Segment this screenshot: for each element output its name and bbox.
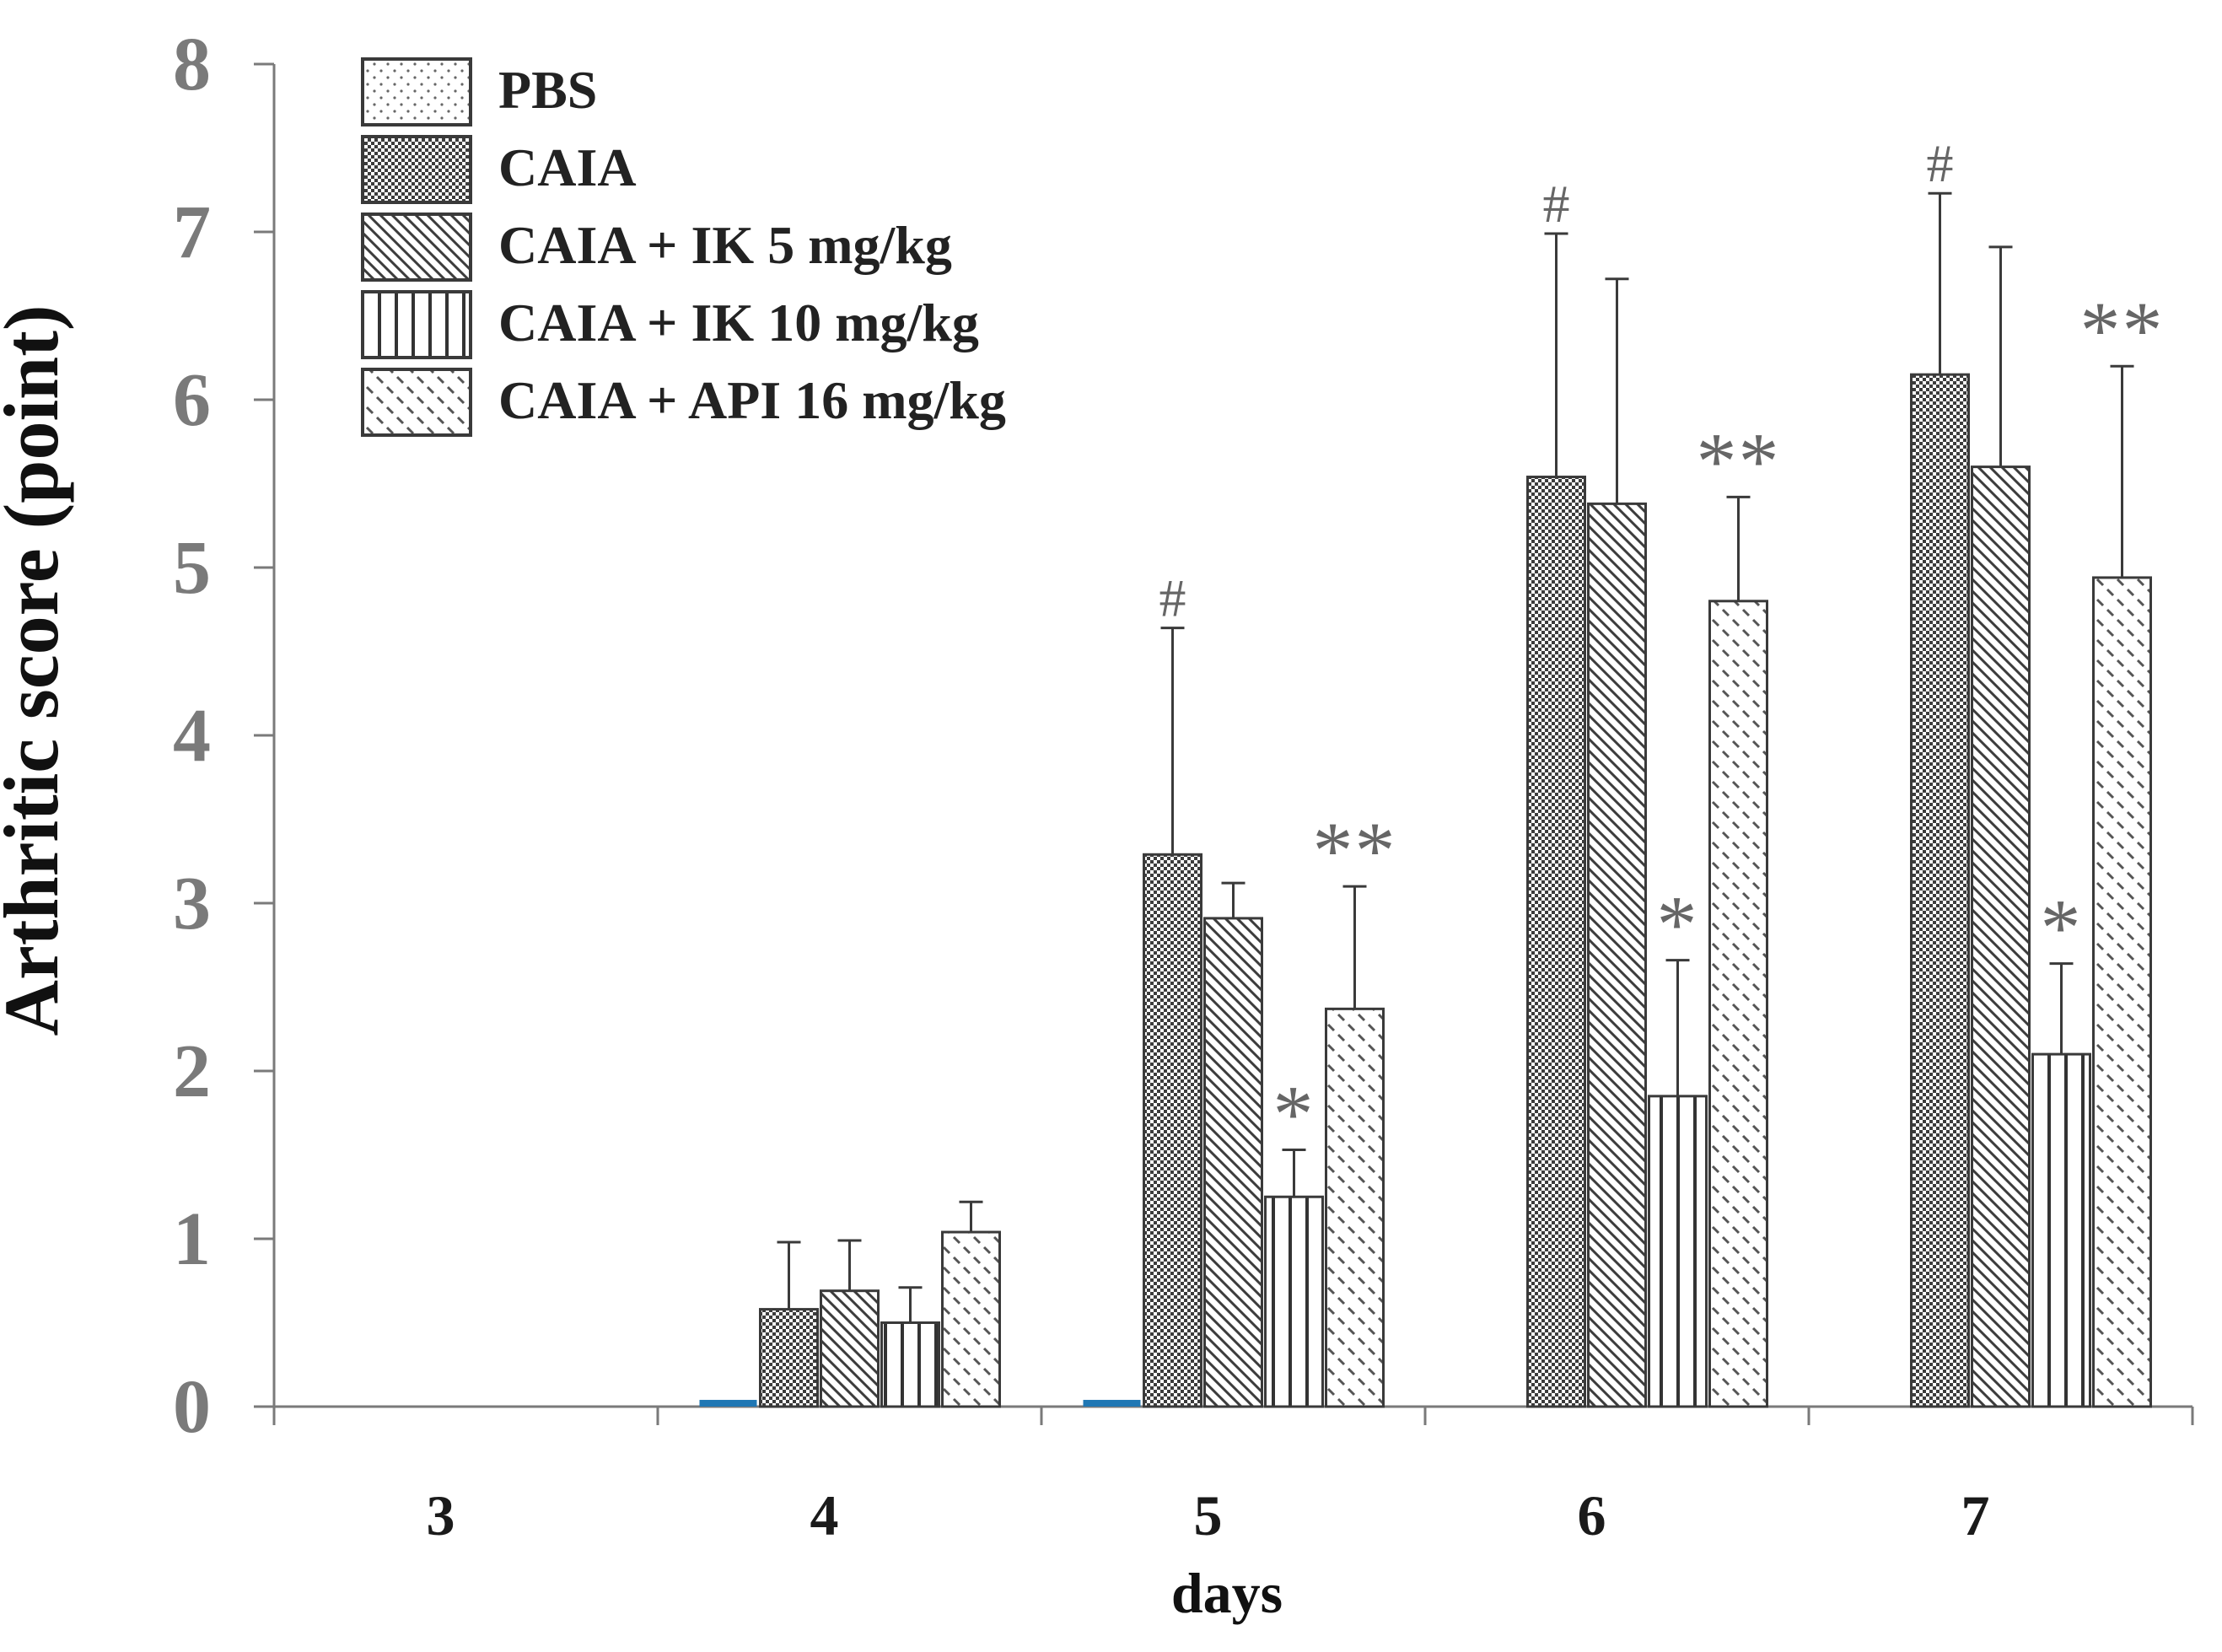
x-tick-label: 6: [1578, 1483, 1606, 1547]
significance-mark: #: [1543, 174, 1570, 234]
error-bars: [777, 191, 2134, 1323]
legend-swatch-dots: [361, 57, 472, 126]
x-tick-label: 4: [810, 1483, 839, 1547]
bar-vertical: [1648, 1095, 1708, 1408]
bar-dashes: [941, 1230, 1001, 1408]
legend-label: CAIA: [498, 137, 637, 197]
x-tick-label: 7: [1961, 1483, 1990, 1547]
significance-mark: *: [2041, 883, 2083, 973]
legend: PBS CAIA CAIA + IK 5 mg/kg CAIA + IK 10 mg/…: [361, 57, 1006, 437]
bar-diagonal: [1587, 502, 1647, 1408]
significance-mark: **: [1313, 805, 1397, 896]
bar-vertical: [880, 1321, 940, 1408]
bar-dashes: [2092, 576, 2152, 1408]
bar-checker: [1143, 853, 1202, 1408]
y-tick-label: 3: [173, 862, 211, 945]
bar-diagonal: [1203, 917, 1263, 1408]
bars: [699, 373, 2152, 1408]
significance-mark: **: [2080, 285, 2165, 375]
legend-label: CAIA + IK 10 mg/kg: [498, 293, 979, 352]
significance-mark: #: [1159, 568, 1186, 628]
y-tick-label: 2: [173, 1030, 211, 1113]
bar-pbs: [699, 1400, 757, 1407]
y-tick-label: 1: [173, 1197, 211, 1281]
bar-diagonal: [820, 1289, 880, 1408]
x-tick-label: 5: [1194, 1483, 1223, 1547]
significance-mark: *: [1657, 880, 1699, 970]
bar-dashes: [1708, 600, 1768, 1408]
bar-vertical: [1264, 1195, 1324, 1408]
significance-mark: **: [1697, 416, 1781, 506]
bar-checker: [759, 1308, 819, 1408]
bar-checker: [1910, 373, 1970, 1408]
y-tick-label: 4: [173, 694, 211, 778]
y-axis-title: Arthritic score (point): [0, 305, 74, 1036]
y-tick-label: 6: [173, 358, 211, 442]
y-tick-label: 0: [173, 1365, 211, 1449]
legend-swatch-checker: [361, 135, 472, 204]
legend-label: PBS: [498, 60, 597, 120]
significance-annotations: ###** *******: [1159, 133, 2165, 1160]
bar-vertical: [2031, 1052, 2091, 1408]
axes: 0 1 2 3 4 5 6 7 8 3 4 5 6 7: [173, 23, 2194, 1547]
x-tick-label: 3: [427, 1483, 455, 1547]
y-tick-label: 5: [173, 526, 211, 610]
significance-mark: *: [1273, 1069, 1315, 1160]
significance-mark: #: [1927, 133, 1954, 193]
legend-swatch-vertical: [361, 290, 472, 359]
bar-dashes: [1325, 1007, 1385, 1408]
bar-pbs: [1083, 1400, 1141, 1407]
y-tick-label: 7: [173, 191, 211, 274]
x-axis-title: days: [1171, 1561, 1283, 1625]
legend-swatch-dashes: [361, 368, 472, 437]
legend-swatch-diagonal: [361, 213, 472, 282]
legend-label: CAIA + IK 5 mg/kg: [498, 215, 952, 275]
bar-checker: [1526, 476, 1586, 1408]
legend-label: CAIA + API 16 mg/kg: [498, 370, 1006, 430]
bar-diagonal: [1971, 465, 2031, 1408]
y-tick-label: 8: [173, 23, 211, 106]
